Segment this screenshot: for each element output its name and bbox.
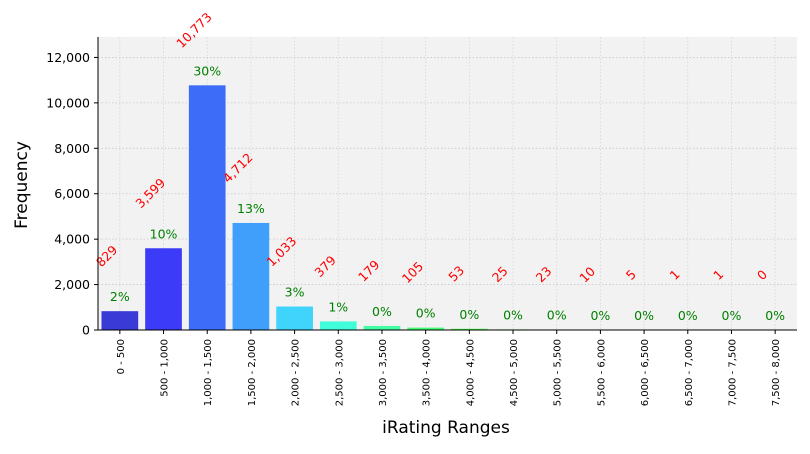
x-tick-label: 7,000 - 7,500 xyxy=(727,339,738,406)
x-tick-label: 2,000 - 2,500 xyxy=(291,339,302,406)
percent-label: 1% xyxy=(328,299,348,314)
y-tick-label: 10,000 xyxy=(46,95,90,110)
y-tick-label: 2,000 xyxy=(54,277,90,292)
x-tick-label: 6,500 - 7,000 xyxy=(684,339,695,406)
bar xyxy=(320,321,357,330)
y-tick-label: 0 xyxy=(82,323,90,338)
x-tick-label: 2,500 - 3,000 xyxy=(334,339,345,406)
y-tick-label: 4,000 xyxy=(54,232,90,247)
x-tick-label: 4,000 - 4,500 xyxy=(465,339,476,406)
y-axis-title: Frequency xyxy=(12,141,32,229)
bar xyxy=(233,223,270,330)
percent-label: 0% xyxy=(678,308,698,323)
x-tick-label: 6,000 - 6,500 xyxy=(640,339,651,406)
bar xyxy=(276,307,313,330)
x-tick-label: 0 - 500 xyxy=(116,339,127,374)
percent-label: 0% xyxy=(547,307,567,322)
percent-label: 0% xyxy=(459,307,479,322)
percent-label: 0% xyxy=(634,308,654,323)
x-tick-label: 3,500 - 4,000 xyxy=(422,339,433,406)
bar xyxy=(364,326,401,330)
x-tick-label: 5,500 - 6,000 xyxy=(596,339,607,406)
x-axis-title: iRating Ranges xyxy=(382,418,510,438)
percent-label: 2% xyxy=(110,289,130,304)
x-tick-label: 4,500 - 5,000 xyxy=(509,339,520,406)
x-tick-label: 1,500 - 2,000 xyxy=(247,339,258,406)
bar xyxy=(101,311,138,330)
x-axis: 0 - 500 500 - 1,000 1,000 - 1,500 1,500 - 2… xyxy=(116,330,782,406)
y-axis: 0 2,000 4,000 6,000 8,000 10,000 12,000 xyxy=(46,50,98,338)
percent-label: 0% xyxy=(416,306,436,321)
x-tick-label: 5,000 - 5,500 xyxy=(553,339,564,406)
bar xyxy=(145,248,182,330)
percent-label: 0% xyxy=(590,308,610,323)
x-tick-label: 7,500 - 8,000 xyxy=(771,339,782,406)
x-tick-label: 1,000 - 1,500 xyxy=(203,339,214,406)
x-tick-label: 500 - 1,000 xyxy=(160,339,171,397)
percent-label: 30% xyxy=(193,63,221,78)
y-tick-label: 8,000 xyxy=(54,141,90,156)
y-tick-label: 12,000 xyxy=(46,50,90,65)
percent-label: 0% xyxy=(765,308,785,323)
percent-label: 0% xyxy=(372,304,392,319)
percent-label: 0% xyxy=(722,308,742,323)
y-tick-label: 6,000 xyxy=(54,186,90,201)
percent-label: 10% xyxy=(150,226,178,241)
percent-label: 13% xyxy=(237,201,265,216)
percent-label: 3% xyxy=(285,285,305,300)
bar xyxy=(189,85,226,330)
x-tick-label: 3,000 - 3,500 xyxy=(378,339,389,406)
percent-label: 0% xyxy=(503,307,523,322)
